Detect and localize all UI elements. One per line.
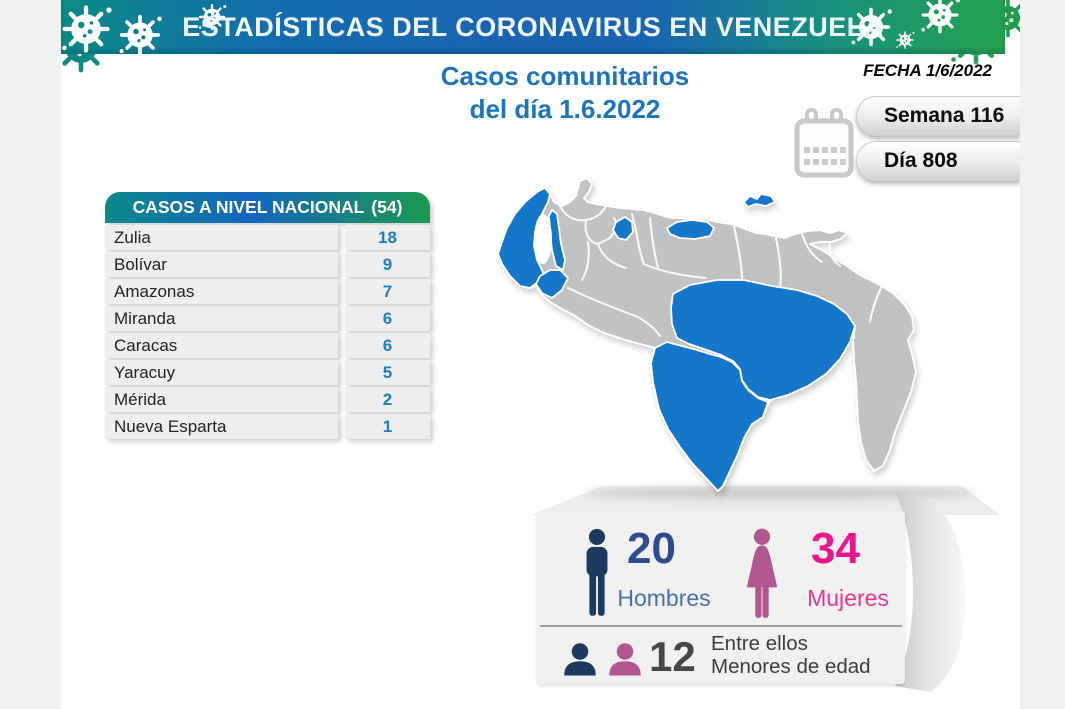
left-margin-strip — [0, 0, 61, 709]
demographics-panel: 20 Hombres 34 Mujeres 12 Entre ellos Men… — [537, 511, 905, 684]
page-title: ESTADÍSTICAS DEL CORONAVIRUS EN VENEZUEL… — [182, 11, 884, 42]
state-name: Caracas — [105, 333, 338, 358]
state-name: Mérida — [105, 387, 338, 412]
day-badge: Día 808 — [856, 141, 1020, 181]
right-margin-strip — [1020, 0, 1065, 709]
state-cases: 1 — [345, 414, 430, 439]
highlighted-states — [497, 187, 856, 492]
panel-divider — [540, 625, 902, 627]
table-row: Zulia 18 — [105, 225, 430, 250]
table-row: Miranda 6 — [105, 306, 430, 331]
state-cases: 9 — [345, 252, 430, 277]
table-row: Amazonas 7 — [105, 279, 430, 304]
cases-table: CASOS A NIVEL NACIONAL (54) Zulia 18 Bol… — [105, 192, 430, 439]
date-label: FECHA 1/6/2022 — [863, 61, 992, 80]
state-yaracuy — [612, 216, 634, 241]
subtitle-line1: Casos comunitarios — [440, 61, 690, 91]
state-bolivar — [670, 279, 856, 401]
cases-table-header: CASOS A NIVEL NACIONAL (54) — [105, 192, 430, 223]
subtitle: Casos comunitarios del día 1.6.2022 — [395, 60, 735, 126]
men-count: 20 — [627, 524, 676, 573]
state-cases: 18 — [345, 225, 430, 250]
state-name: Amazonas — [105, 279, 338, 304]
minors-label-line1: Entre ellos — [711, 632, 808, 655]
minors-label-line2: Menores de edad — [711, 655, 871, 678]
state-cases: 5 — [345, 360, 430, 385]
women-count: 34 — [811, 524, 860, 573]
female-icon — [746, 528, 778, 618]
state-name: Yaracuy — [105, 360, 338, 385]
cases-table-title: CASOS A NIVEL NACIONAL — [132, 197, 365, 217]
state-name: Nueva Esparta — [105, 414, 338, 439]
table-row: Caracas 6 — [105, 333, 430, 358]
header-banner: ESTADÍSTICAS DEL CORONAVIRUS EN VENEZUEL… — [61, 0, 1005, 54]
state-nueva-esparta — [743, 193, 776, 208]
table-row: Mérida 2 — [105, 387, 430, 412]
women-label: Mujeres — [807, 585, 889, 611]
table-row: Bolívar 9 — [105, 252, 430, 277]
lake-maracaibo — [534, 214, 552, 264]
state-borders — [557, 201, 883, 337]
state-name: Zulia — [105, 225, 338, 250]
minors-count: 12 — [649, 633, 696, 680]
state-name: Miranda — [105, 306, 338, 331]
venezuela-map — [497, 177, 917, 492]
page-curl — [895, 491, 966, 692]
map-pedestal — [532, 486, 1000, 515]
state-cases: 2 — [345, 387, 430, 412]
state-name: Bolívar — [105, 252, 338, 277]
male-icon — [586, 528, 608, 616]
week-badge: Semana 116 — [856, 96, 1020, 136]
state-cases: 6 — [345, 333, 430, 358]
calendar-icon — [794, 108, 854, 178]
state-miranda-caracas — [666, 219, 715, 240]
male-bust-icon — [564, 643, 596, 676]
subtitle-line2: del día 1.6.2022 — [469, 94, 661, 124]
cases-table-total: (54) — [371, 197, 403, 217]
men-label: Hombres — [617, 585, 711, 611]
state-merida — [535, 269, 569, 299]
state-cases: 7 — [345, 279, 430, 304]
table-row: Yaracuy 5 — [105, 360, 430, 385]
table-row: Nueva Esparta 1 — [105, 414, 430, 439]
female-bust-icon — [609, 643, 641, 676]
state-amazonas — [650, 341, 769, 492]
state-cases: 6 — [345, 306, 430, 331]
